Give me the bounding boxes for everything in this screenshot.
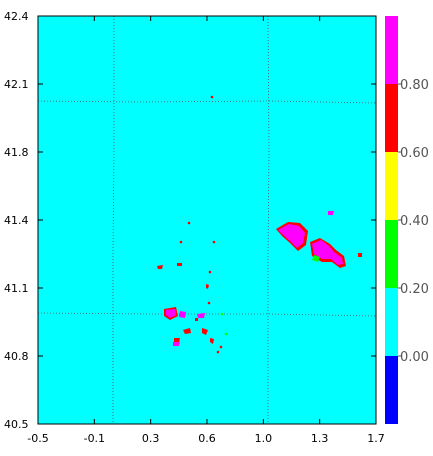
x-tick-label: -0.5: [27, 432, 48, 445]
colorbar-band: [385, 84, 398, 152]
x-tick-label: 0.3: [142, 432, 160, 445]
data-region-mark: [166, 309, 176, 318]
data-point-mark: [219, 345, 223, 349]
data-point-mark: [208, 270, 212, 274]
data-point-mark: [210, 95, 214, 99]
colorbar-band: [385, 288, 398, 356]
data-point-mark: [220, 312, 224, 316]
colorbar-label: 0.80: [400, 78, 429, 93]
data-region-mark: [183, 328, 191, 334]
colorbar-label: 0.00: [400, 350, 429, 365]
data-region-mark: [173, 342, 180, 346]
x-axis: -0.5 -0.1 0.3 0.6 1.0 1.3 1.7: [27, 16, 385, 445]
x-tick-label: 1.3: [311, 432, 329, 445]
colorbar-band: [385, 152, 398, 220]
colorbar-label: 0.60: [400, 146, 429, 161]
x-tick-label: -0.1: [84, 432, 105, 445]
data-region-mark: [358, 253, 362, 257]
y-tick-label: 42.1: [4, 78, 29, 91]
y-tick-label: 41.1: [4, 282, 29, 295]
data-region-mark: [312, 255, 320, 262]
boundary-line: [37, 312, 377, 317]
y-tick-label: 40.8: [4, 350, 29, 363]
map-boundaries: [37, 15, 377, 424]
data-region-mark: [210, 338, 214, 344]
colorbar-band: [385, 220, 398, 288]
data-region-mark: [312, 240, 343, 265]
y-tick-label: 40.5: [4, 418, 29, 431]
data-region-mark: [195, 318, 198, 321]
y-tick-label: 42.4: [4, 10, 29, 23]
data-point-mark: [212, 240, 216, 244]
x-tick-label: 0.6: [198, 432, 216, 445]
colorbar-label: 0.40: [400, 214, 429, 229]
y-tick-label: 41.8: [4, 146, 29, 159]
data-point-mark: [187, 221, 191, 225]
data-region-mark: [206, 284, 209, 289]
boundary-line: [37, 100, 377, 104]
plot-background: [38, 16, 376, 424]
data-region-mark: [157, 265, 163, 269]
data-point-mark: [179, 240, 183, 244]
data-region-mark: [177, 263, 182, 266]
boundary-line: [267, 15, 270, 424]
data-regions: [157, 95, 362, 354]
data-region-mark: [197, 313, 205, 318]
data-point-mark: [216, 350, 220, 354]
boundary-line: [112, 16, 115, 424]
colorbar-label: 0.20: [400, 282, 429, 297]
colorbar: 0.00 0.20 0.40 0.60 0.80: [385, 16, 429, 424]
data-region-mark: [179, 311, 186, 318]
data-region-mark: [278, 224, 305, 248]
x-tick-label: 1.0: [255, 432, 273, 445]
data-region-mark: [202, 328, 208, 335]
x-tick-label: 1.7: [367, 432, 385, 445]
data-region-mark: [174, 338, 180, 343]
colorbar-band: [385, 356, 398, 424]
data-point-mark: [224, 332, 228, 336]
data-point-mark: [207, 301, 211, 305]
data-region-mark: [328, 211, 334, 215]
colorbar-band: [385, 16, 398, 84]
y-axis: 40.5 40.8 41.1 41.4 41.8 42.1 42.4: [4, 10, 376, 431]
y-tick-label: 41.4: [4, 214, 29, 227]
